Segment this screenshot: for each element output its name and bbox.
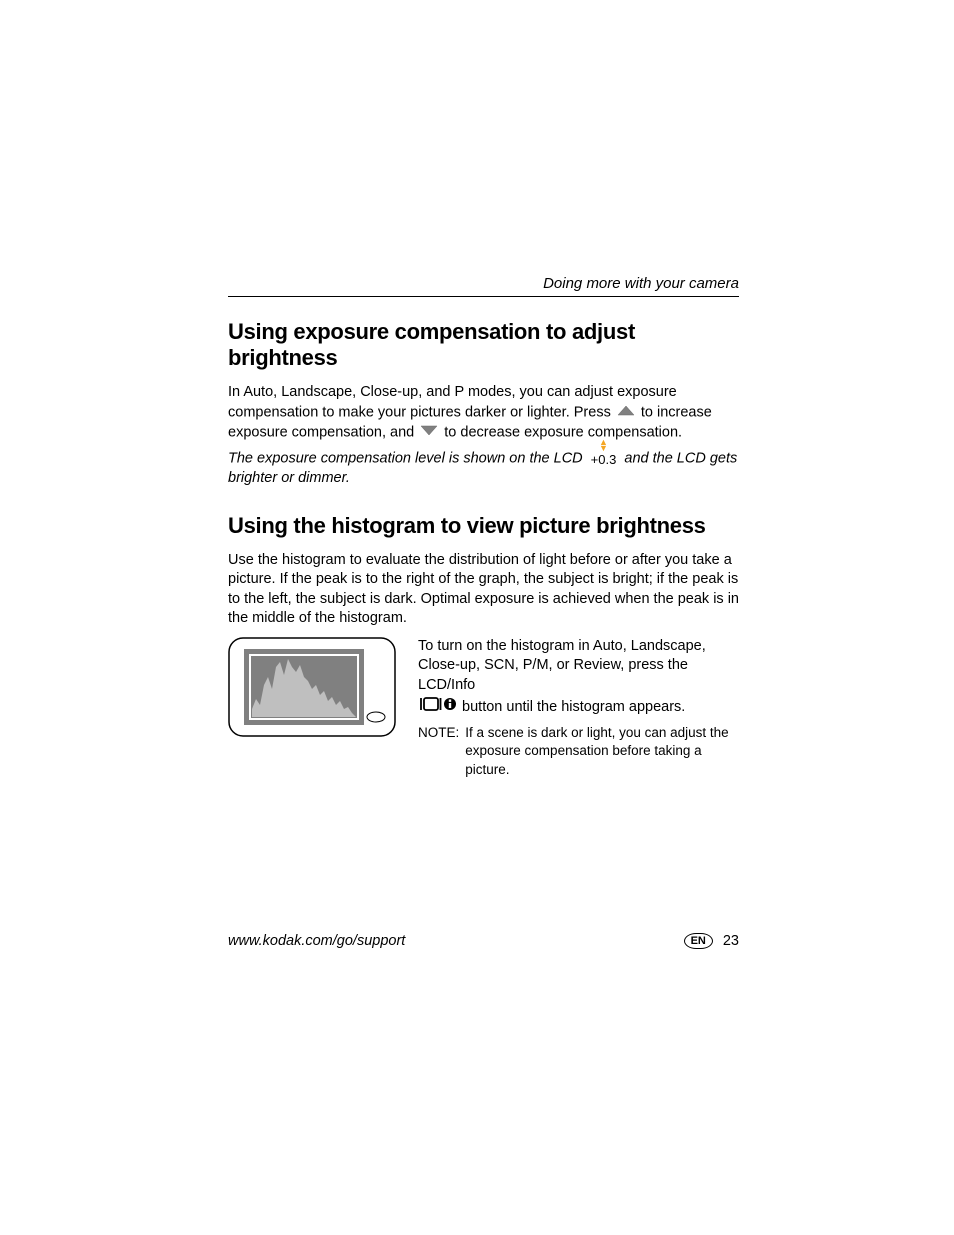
footer-url: www.kodak.com/go/support xyxy=(228,933,405,949)
page-number: 23 xyxy=(723,933,739,949)
chapter-header: Doing more with your camera xyxy=(228,275,739,297)
exposure-value-icon: ▲▼ +0.3 xyxy=(591,449,617,469)
note: NOTE: If a scene is dark or light, you c… xyxy=(418,724,739,779)
section2-title: Using the histogram to view picture brig… xyxy=(228,513,739,539)
text-fragment: to decrease exposure compensation. xyxy=(444,424,682,440)
section1-paragraph: In Auto, Landscape, Close-up, and P mode… xyxy=(228,383,739,443)
lcd-info-icon xyxy=(420,696,456,719)
section2-right-column: To turn on the histogram in Auto, Landsc… xyxy=(418,637,739,779)
page-footer: www.kodak.com/go/support EN 23 xyxy=(228,933,739,949)
arrow-down-icon xyxy=(420,423,438,443)
language-badge: EN xyxy=(684,933,713,949)
section2-paragraph1: Use the histogram to evaluate the distri… xyxy=(228,551,739,629)
note-label: NOTE: xyxy=(418,724,459,779)
text-fragment: To turn on the histogram in Auto, Landsc… xyxy=(418,638,706,693)
arrow-up-icon xyxy=(617,403,635,423)
ev-value: +0.3 xyxy=(591,452,617,467)
text-fragment: The exposure compensation level is shown… xyxy=(228,451,587,467)
note-body: If a scene is dark or light, you can adj… xyxy=(465,724,739,779)
section2-paragraph2: To turn on the histogram in Auto, Landsc… xyxy=(418,637,739,718)
text-fragment: In Auto, Landscape, Close-up, and P mode… xyxy=(228,384,677,420)
section1-title: Using exposure compensation to adjust br… xyxy=(228,319,739,371)
camera-screen-illustration xyxy=(228,637,396,779)
section1-italic-note: The exposure compensation level is shown… xyxy=(228,449,739,489)
text-fragment: button until the histogram appears. xyxy=(462,699,685,715)
